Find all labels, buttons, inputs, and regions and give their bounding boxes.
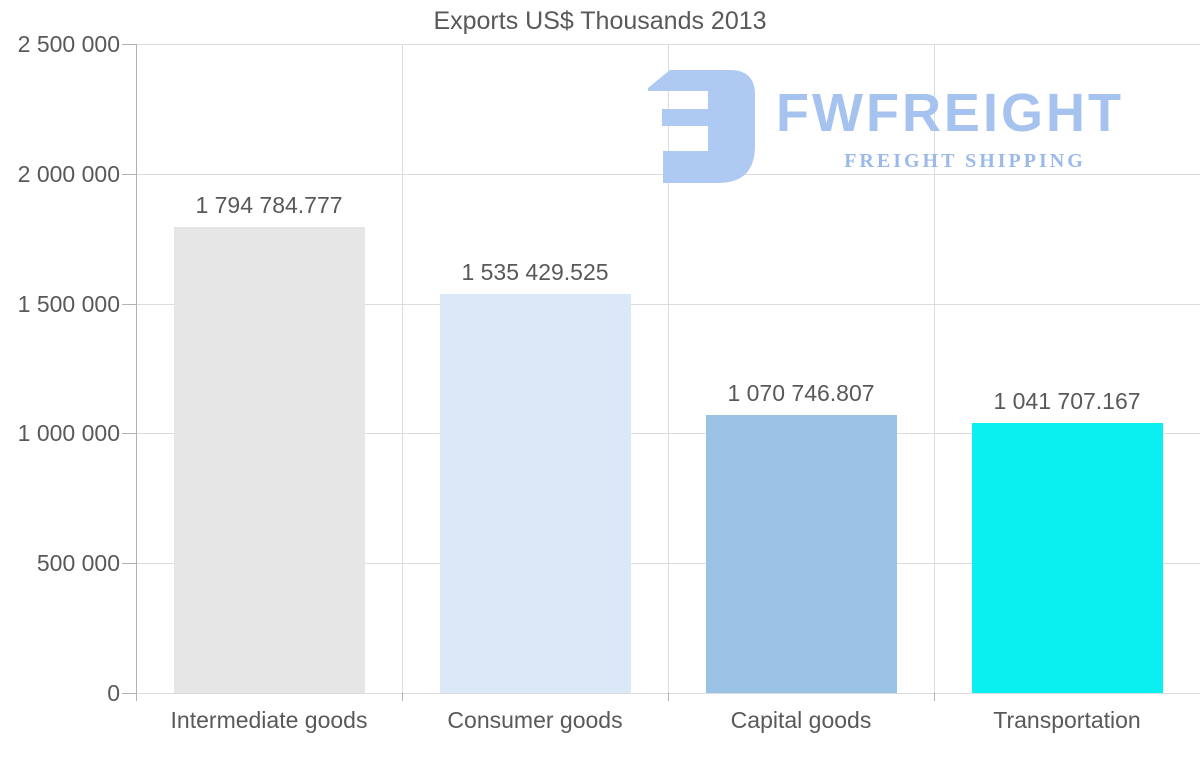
gridline-v	[668, 44, 669, 693]
y-tick-label: 0	[107, 680, 120, 706]
y-axis-tick	[122, 433, 136, 435]
bar-transportation	[971, 422, 1163, 693]
x-axis-tick	[934, 693, 935, 701]
bar-value-label: 1 794 784.777	[195, 192, 343, 219]
y-axis-tick	[122, 303, 136, 305]
bar-value-label: 1 535 429.525	[461, 259, 609, 286]
y-axis-line	[136, 44, 137, 701]
y-tick-label: 1 000 000	[17, 420, 120, 447]
bar-consumer-goods	[439, 294, 631, 693]
bar-value-label: 1 070 746.807	[727, 380, 875, 407]
bar-intermediate-goods	[173, 227, 365, 693]
y-tick-label: 500 000	[36, 550, 120, 577]
category-label: Consumer goods	[447, 707, 623, 733]
chart-title: Exports US$ Thousands 2013	[433, 7, 767, 35]
y-axis-tick	[122, 173, 136, 175]
bar-value-label: 1 041 707.167	[993, 387, 1141, 414]
category-label: Capital goods	[730, 707, 872, 733]
category-label: Intermediate goods	[170, 707, 368, 733]
x-axis-tick	[402, 693, 403, 701]
y-tick-label: 1 500 000	[17, 290, 120, 317]
gridline-v	[934, 44, 935, 693]
y-tick-label: 2 500 000	[17, 31, 120, 57]
category-label: Transportation	[993, 707, 1141, 733]
bar-capital-goods	[705, 415, 897, 693]
y-axis-tick	[122, 563, 136, 565]
y-tick-label: 2 000 000	[17, 160, 120, 187]
y-axis-tick	[122, 693, 136, 694]
y-axis-tick	[122, 44, 136, 45]
gridline-v	[402, 44, 403, 693]
x-axis-tick	[668, 693, 669, 701]
